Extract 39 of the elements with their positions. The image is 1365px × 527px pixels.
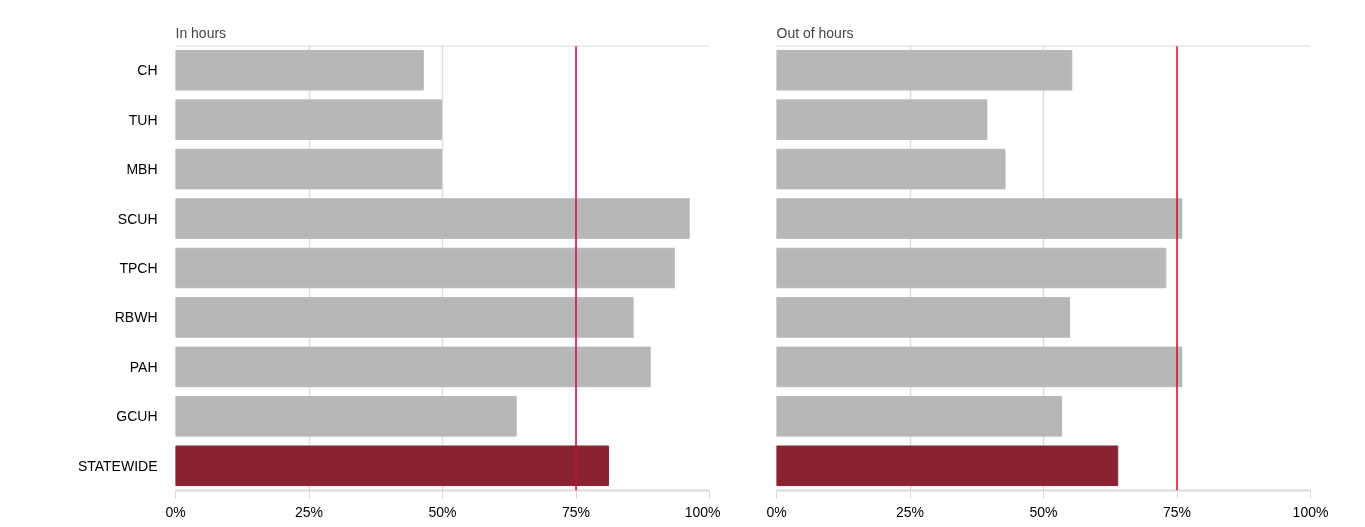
bar: [776, 49, 1073, 91]
y-tick-label: CH: [137, 62, 158, 79]
x-tick-label: 50%: [428, 503, 457, 520]
bar: [776, 148, 1006, 190]
y-tick-label: TUH: [128, 111, 158, 128]
x-tick-label: 25%: [895, 503, 925, 520]
x-tick-label: 25%: [294, 503, 324, 520]
x-tick-label: 75%: [1162, 503, 1192, 520]
y-tick-label: TPCH: [119, 260, 158, 276]
bar: [175, 99, 442, 140]
bar: [175, 396, 517, 437]
y-tick-label: MBH: [126, 161, 158, 178]
bar: [776, 198, 1183, 239]
bar: [175, 297, 634, 338]
x-tick-label: 100%: [1292, 503, 1329, 520]
bar: [776, 297, 1071, 338]
x-tick-label: 0%: [165, 503, 186, 520]
y-tick-label: GCUH: [116, 408, 158, 425]
bar: [175, 247, 675, 289]
x-tick-label: 50%: [1029, 503, 1058, 520]
bar: [776, 396, 1063, 437]
x-tick-label: 0%: [766, 503, 787, 520]
chart-title: Out of hours: [776, 24, 854, 41]
y-tick-label: SCUH: [117, 210, 158, 227]
y-tick-label: STATEWIDE: [77, 457, 158, 474]
bar: [175, 148, 442, 190]
x-tick-label: 100%: [684, 503, 721, 520]
chart-title: In hours: [175, 24, 227, 41]
bar: [776, 247, 1167, 289]
y-tick-label: RBWH: [114, 309, 158, 326]
y-tick-label: PAH: [129, 358, 158, 375]
bar: [776, 346, 1183, 388]
bar: [175, 346, 651, 388]
bar: [776, 99, 988, 140]
bar: [175, 445, 610, 487]
bar: [175, 49, 424, 91]
x-tick-label: 75%: [561, 503, 591, 520]
bar: [776, 445, 1119, 487]
bar: [175, 198, 690, 239]
